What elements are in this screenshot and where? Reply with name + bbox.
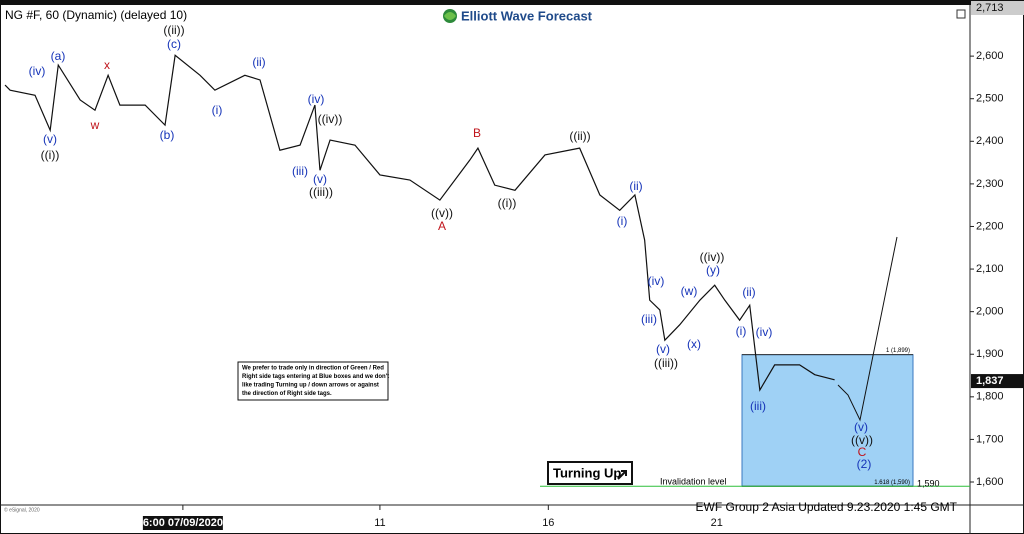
wave-label: (iii)	[292, 164, 308, 178]
chart-title: NG #F, 60 (Dynamic) (delayed 10)	[5, 8, 187, 22]
top-bar	[0, 0, 1024, 5]
wave-label: ((i))	[41, 148, 60, 162]
price-tag-label: 2,713	[976, 2, 1004, 14]
invalidation-label: Invalidation level	[660, 476, 727, 486]
y-tick-label: 2,500	[976, 93, 1004, 105]
wave-label: ((v))	[851, 433, 873, 447]
x-tick-label: 6:00 07/09/2020	[143, 517, 223, 529]
price-tag	[971, 374, 1024, 389]
window-icon	[956, 9, 966, 19]
note-line: the direction of Right side tags.	[242, 391, 332, 397]
wave-label: (iv)	[756, 325, 773, 339]
wave-label: ((iv))	[700, 250, 725, 264]
x-tick-label: 11	[374, 517, 385, 529]
wave-label: (ii)	[629, 179, 642, 193]
wave-label: C	[858, 445, 867, 459]
wave-label: ((v))	[431, 206, 453, 220]
wave-label: ((iii))	[654, 356, 678, 370]
wave-label: (iv)	[308, 92, 325, 106]
wave-label: (2)	[857, 457, 872, 471]
wave-label: (ii)	[742, 285, 755, 299]
wave-label: ((iv))	[318, 112, 343, 126]
projection-path	[837, 236, 898, 422]
y-tick-label: 1,800	[976, 391, 1004, 403]
wave-label: (c)	[167, 37, 181, 51]
wave-label: (v)	[313, 172, 327, 186]
y-tick-label: 1,900	[976, 348, 1004, 360]
copyright: © eSignal, 2020	[4, 506, 40, 513]
wave-label: B	[473, 126, 481, 140]
wave-label: (b)	[160, 128, 175, 142]
wave-label: (v)	[854, 420, 868, 434]
wave-label: ((ii))	[163, 23, 184, 37]
wave-label: (iii)	[750, 399, 766, 413]
price-tag	[971, 1, 1024, 15]
wave-label: (i)	[617, 214, 628, 228]
y-tick-label: 2,200	[976, 220, 1004, 232]
wave-label: (i)	[212, 103, 223, 117]
fib-label: 1.618 (1,590)	[874, 480, 910, 486]
plot: 1 (1,899) 1.618 (1,590) 1,590	[4, 54, 970, 489]
footer: EWF Group 2 Asia Updated 9.23.2020 1:45 …	[696, 500, 958, 514]
wave-label: x	[104, 58, 110, 72]
wave-label: ((ii))	[569, 129, 590, 143]
wave-label: A	[438, 219, 446, 233]
y-tick-label: 2,300	[976, 178, 1004, 190]
y-tick-label: 2,000	[976, 306, 1004, 318]
wave-label: (iv)	[29, 64, 46, 78]
note-line: We prefer to trade only in direction of …	[242, 366, 384, 372]
note-box	[237, 361, 389, 401]
note-line: like trading Turning up / down arrows or…	[242, 383, 379, 389]
turning-up-arrow	[617, 470, 627, 480]
wave-label: (y)	[706, 263, 720, 277]
y-tick-label: 2,600	[976, 50, 1004, 62]
wave-label: w	[90, 118, 100, 132]
y-tick-label: 1,700	[976, 433, 1004, 445]
logo-icon-inner	[444, 12, 456, 20]
note-line: Right side tags entering at Blue boxes a…	[242, 374, 389, 380]
price-line	[4, 54, 835, 392]
logo: Elliott Wave Forecast	[443, 8, 593, 23]
x-tick-label: 21	[711, 517, 723, 529]
price-tag-label: 1,837	[976, 375, 1004, 387]
wave-label: (ii)	[252, 55, 265, 69]
turning-up-label: Turning Up	[553, 465, 621, 480]
wave-label: (x)	[687, 337, 701, 351]
wave-label: ((iii))	[309, 185, 333, 199]
x-tick-highlight	[142, 516, 223, 530]
logo-text: Elliott Wave Forecast	[461, 8, 593, 23]
blue-box	[741, 354, 914, 487]
wave-label: (iv)	[648, 274, 665, 288]
turning-up-button	[547, 461, 633, 485]
wave-label: (v)	[43, 132, 57, 146]
y-tick-label: 2,100	[976, 263, 1004, 275]
wave-label: (v)	[656, 342, 670, 356]
wave-label: (a)	[51, 49, 66, 63]
wave-label: ((i))	[498, 196, 517, 210]
wave-label: (i)	[736, 324, 747, 338]
wave-label: (iii)	[641, 312, 657, 326]
y-tick-label: 1,600	[976, 476, 1004, 488]
fib-label: 1 (1,899)	[886, 348, 910, 354]
x-tick-label: 16	[542, 517, 554, 529]
wave-label: (w)	[681, 284, 698, 298]
invalidation-price: 1,590	[917, 479, 940, 489]
y-tick-label: 2,400	[976, 135, 1004, 147]
